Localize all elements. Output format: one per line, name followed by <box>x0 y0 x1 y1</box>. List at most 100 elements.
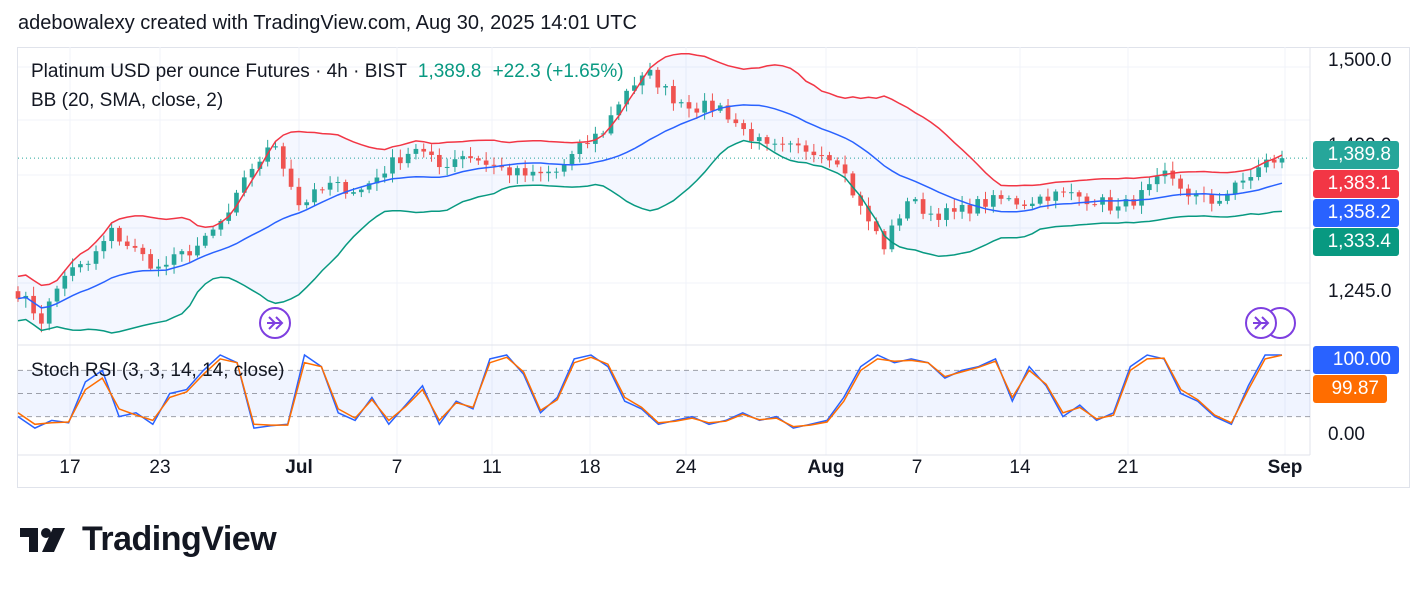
candle-body <box>998 195 1004 199</box>
candle <box>866 197 871 231</box>
candle <box>156 259 161 277</box>
candle-body <box>1147 184 1152 191</box>
candle <box>515 165 520 184</box>
candle-body <box>1217 200 1222 204</box>
candle <box>179 249 185 262</box>
candle <box>117 225 122 246</box>
candle <box>429 144 434 162</box>
stoch-scale-label: 0.00 <box>1328 424 1365 445</box>
candle <box>78 260 83 273</box>
candle <box>85 260 91 271</box>
candle-body <box>967 204 973 214</box>
candle-body <box>959 204 965 212</box>
candle <box>912 196 918 204</box>
markers[interactable] <box>259 307 1296 339</box>
candle <box>15 286 21 302</box>
candle <box>1209 189 1215 212</box>
price-tag: 1,389.8 <box>1313 141 1399 169</box>
candle-body <box>1209 194 1215 204</box>
candle <box>1069 183 1074 201</box>
symbol-legend: Platinum USD per ounce Futures · 4h · BI… <box>31 61 624 83</box>
candle <box>1061 187 1066 198</box>
candle-body <box>1131 199 1137 206</box>
candle <box>920 192 926 220</box>
stoch-lines <box>17 353 1283 429</box>
candle <box>374 168 380 191</box>
candle-body <box>109 227 114 242</box>
candle <box>944 203 949 227</box>
time-label: 18 <box>579 457 600 478</box>
candle-body <box>928 213 934 215</box>
candle-body <box>593 133 598 144</box>
candle <box>795 137 801 154</box>
candle-body <box>788 143 793 145</box>
chart-caption: adebowalexy created with TradingView.com… <box>18 12 637 34</box>
event-marker-icon[interactable] <box>1245 307 1277 339</box>
candle-body <box>1264 159 1269 168</box>
candle <box>413 144 419 160</box>
candle-body <box>1108 197 1113 211</box>
candle-body <box>1006 198 1012 200</box>
candle-body <box>811 151 817 156</box>
candle <box>1022 200 1027 210</box>
candle <box>366 180 372 194</box>
candle <box>1264 153 1269 173</box>
candle <box>335 176 341 192</box>
candle-body <box>468 156 473 159</box>
candle-body <box>1037 196 1043 204</box>
candle-body <box>546 171 551 174</box>
tradingview-logo[interactable]: TradingView <box>20 520 277 559</box>
candle-body <box>772 143 778 145</box>
bb-lines <box>17 53 1283 334</box>
tradingview-logo-icon <box>20 527 65 552</box>
candle-body <box>554 171 559 173</box>
candle <box>561 159 567 177</box>
time-label: Aug <box>808 457 845 478</box>
event-marker-icon[interactable] <box>259 307 291 339</box>
candle-body <box>444 166 450 168</box>
time-label: 7 <box>912 457 923 478</box>
candle-body <box>990 195 996 207</box>
candle <box>483 152 489 172</box>
candle <box>1225 190 1230 205</box>
candle <box>967 198 973 222</box>
candle <box>624 88 629 112</box>
bb-fill <box>18 53 1282 334</box>
candle-body <box>296 186 302 206</box>
candle <box>733 113 739 127</box>
candle-body <box>405 153 411 164</box>
candle <box>1256 159 1261 181</box>
candle-body <box>725 105 731 120</box>
bb-legend: BB (20, SMA, close, 2) <box>31 90 224 111</box>
bb-band-fill <box>18 53 1282 334</box>
candle-body <box>327 182 333 190</box>
candle-body <box>397 157 403 164</box>
candle-body <box>569 154 575 165</box>
candle <box>702 93 707 120</box>
candle-body <box>577 143 583 155</box>
candle-body <box>1279 158 1285 163</box>
candle <box>725 99 731 123</box>
candle-body <box>944 208 949 220</box>
candle <box>39 305 44 333</box>
price-tag: 1,333.4 <box>1313 228 1399 256</box>
candle-body <box>671 86 676 104</box>
candle <box>811 143 817 163</box>
candle <box>163 256 169 276</box>
candle-body <box>343 182 349 194</box>
stoch-tag: 100.00 <box>1313 346 1399 374</box>
candle-body <box>39 313 44 324</box>
candle <box>1248 168 1254 189</box>
candle-body <box>132 245 138 248</box>
candle <box>959 195 965 219</box>
candle-body <box>390 157 395 174</box>
candle <box>1037 194 1043 206</box>
candle-body <box>187 251 192 256</box>
stoch-d-line <box>17 354 1283 428</box>
bb-lower-line <box>17 139 1283 334</box>
candle <box>421 143 427 158</box>
candle-body <box>280 146 286 169</box>
candle-body <box>234 192 239 213</box>
candle-body <box>1084 196 1090 205</box>
